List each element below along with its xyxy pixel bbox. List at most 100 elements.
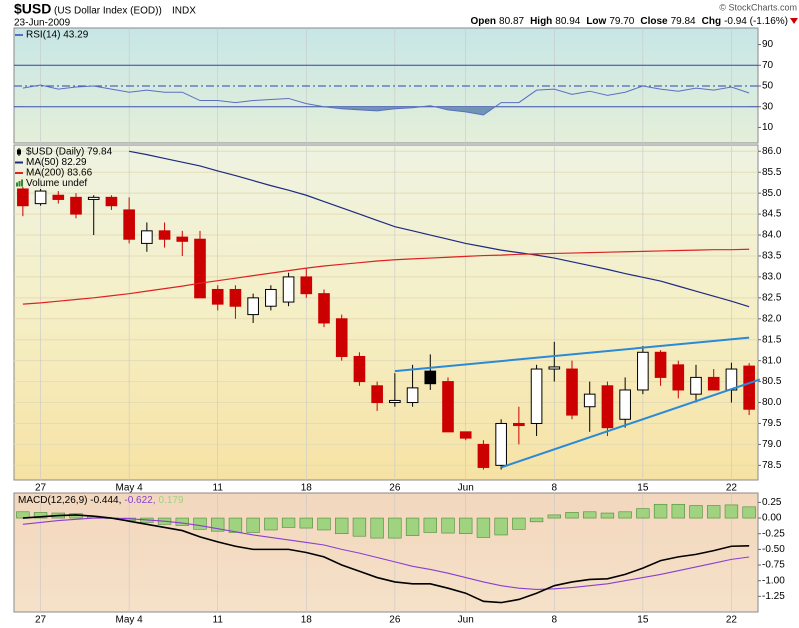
histogram-bar xyxy=(441,517,455,534)
candle-body xyxy=(530,368,543,424)
y-tick-label: 84.0 xyxy=(762,230,782,241)
y-tick-label: -1.25 xyxy=(762,591,785,602)
legend-icon xyxy=(17,149,21,155)
histogram-bar xyxy=(529,517,544,523)
candle-body xyxy=(389,399,401,404)
candle-body xyxy=(335,318,348,357)
histogram-bar xyxy=(228,517,243,533)
y-tick-label: 70 xyxy=(762,60,774,71)
histogram-bar xyxy=(707,505,721,519)
instrument-name: (US Dollar Index (EOD)) xyxy=(54,6,162,17)
candle-body xyxy=(229,288,242,307)
y-tick-label: 84.5 xyxy=(762,209,782,220)
y-tick-label: 78.5 xyxy=(762,460,782,471)
candle-body xyxy=(743,365,755,410)
candle-body xyxy=(707,376,720,391)
x-tick-label: May 4 xyxy=(116,615,144,626)
quote-value: 80.94 xyxy=(555,16,580,27)
line xyxy=(22,248,750,305)
candle-body xyxy=(424,370,437,385)
candle-body xyxy=(176,236,189,242)
line xyxy=(22,517,750,591)
x-tick-label: 27 xyxy=(35,483,47,494)
x-tick-label: 22 xyxy=(726,483,738,494)
quote-label: High xyxy=(530,16,552,27)
y-tick-label: 79.0 xyxy=(762,439,782,450)
candle-body xyxy=(17,188,29,207)
candle-body xyxy=(353,355,366,383)
symbol: $USD xyxy=(14,1,51,17)
histogram-bar xyxy=(16,511,30,519)
legend: MACD(12,26,9) -0.444, -0.622, 0.179 xyxy=(18,495,184,506)
histogram-bar xyxy=(175,517,189,526)
exchange: INDX xyxy=(172,6,196,17)
histogram-bar xyxy=(689,505,703,519)
legend-entry: Volume undef xyxy=(26,178,87,189)
y-tick-label: 83.5 xyxy=(762,251,782,262)
legend-entry: -0.622, xyxy=(124,495,155,506)
candle-body xyxy=(495,422,507,466)
x-tick-label: 8 xyxy=(552,615,558,626)
line xyxy=(22,514,750,604)
credit: © StockCharts.com xyxy=(719,2,797,12)
histogram-bar xyxy=(405,517,420,536)
candle-body xyxy=(300,276,313,295)
y-tick-label: -1.00 xyxy=(762,575,785,586)
histogram-bar xyxy=(335,517,349,535)
y-tick-label: 0.00 xyxy=(762,513,782,524)
quote: Open 80.87 High 80.94 Low 79.70 Close 79.84 Chg -… xyxy=(470,16,788,27)
candle-body xyxy=(141,230,153,244)
histogram-bar xyxy=(33,512,48,519)
y-tick-label: 30 xyxy=(762,101,774,112)
quote-value: -0.94 (-1.16%) xyxy=(724,16,788,27)
y-tick-label: 85.5 xyxy=(762,167,782,178)
candle-body xyxy=(282,276,295,303)
y-tick-label: -0.50 xyxy=(762,544,785,555)
candle-body xyxy=(601,385,614,429)
candle-body xyxy=(371,385,383,404)
legend-entry: 0.179 xyxy=(159,495,184,506)
x-tick-label: May 4 xyxy=(116,483,144,494)
y-tick-label: 80.0 xyxy=(762,397,782,408)
candle-body xyxy=(70,196,82,215)
date: 23-Jun-2009 xyxy=(14,18,71,29)
line xyxy=(129,150,750,308)
histogram-bar xyxy=(370,517,384,539)
quote-label: Low xyxy=(586,16,606,27)
y-tick-label: 80.5 xyxy=(762,376,782,387)
y-tick-label: 86.0 xyxy=(762,146,782,157)
y-tick-label: 10 xyxy=(762,122,774,133)
line xyxy=(22,84,750,116)
panel-background xyxy=(13,27,759,144)
legend-entry: MA(50) 82.29 xyxy=(26,157,87,168)
histogram-bar xyxy=(742,506,756,519)
panel-background xyxy=(13,492,759,613)
x-tick-label: 22 xyxy=(726,615,738,626)
candle-body xyxy=(105,196,118,207)
y-tick-label: 82.0 xyxy=(762,313,782,324)
y-tick-label: 82.5 xyxy=(762,292,782,303)
x-tick-label: 15 xyxy=(637,615,649,626)
x-tick-label: 18 xyxy=(301,483,313,494)
candle-body xyxy=(566,368,578,416)
x-tick-label: 27 xyxy=(35,615,47,626)
histogram-bar xyxy=(352,517,367,537)
quote-label: Open xyxy=(470,16,496,27)
candle-body xyxy=(194,238,206,299)
y-tick-label: 50 xyxy=(762,81,774,92)
trendline xyxy=(394,336,750,373)
shade-area xyxy=(22,106,750,116)
y-tick-label: 79.5 xyxy=(762,418,782,429)
candle-body xyxy=(637,351,649,391)
y-tick-label: 81.0 xyxy=(762,355,782,366)
legend-icon xyxy=(21,179,23,187)
legend-icon xyxy=(16,182,18,187)
legend-entry: MACD(12,26,9) -0.444, xyxy=(18,495,121,506)
histogram-bar xyxy=(618,511,632,519)
x-tick-label: 18 xyxy=(301,615,313,626)
candle-body xyxy=(87,196,100,200)
down-arrow xyxy=(790,18,798,24)
quote-value: 79.70 xyxy=(609,16,634,27)
